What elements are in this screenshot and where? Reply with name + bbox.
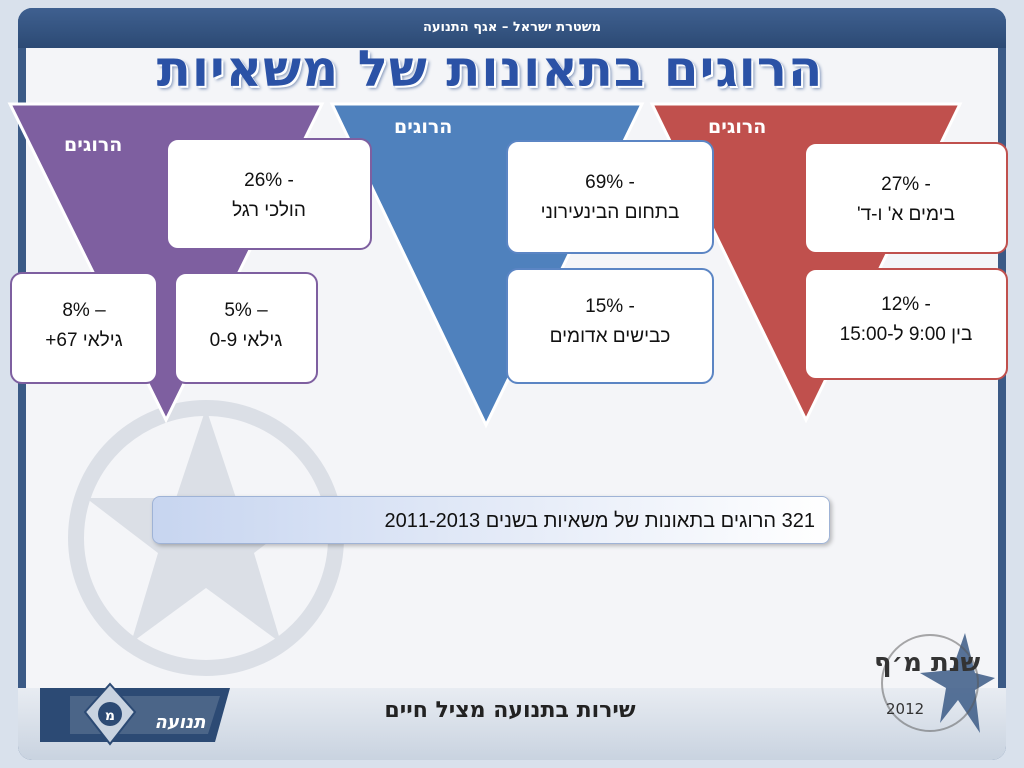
traffic-police-logo: מ תנועה: [40, 682, 230, 746]
children-box: – 5% גילאי 0-9: [174, 272, 318, 384]
weekdays-pct: - 27%: [881, 174, 931, 195]
logo-badge: מ: [105, 708, 115, 724]
elderly-box: – 8% גילאי 67+: [10, 272, 158, 384]
pedestrians-pct: - 26%: [244, 170, 294, 191]
hours-text: בין 9:00 ל-15:00: [839, 324, 973, 345]
children-text: גילאי 0-9: [209, 330, 283, 351]
weekdays-box: - 27% בימים א' ו-ד': [804, 142, 1008, 254]
red-roads-text: כבישים אדומים: [549, 326, 671, 347]
year-emblem-number: 2012: [886, 700, 925, 718]
summary-banner: 321 הרוגים בתאונות של משאיות בשנים 2011-…: [152, 496, 830, 544]
elderly-text: גילאי 67+: [45, 330, 123, 351]
pedestrians-text: הולכי רגל: [232, 200, 306, 221]
year-emblem-text: שנת מ׳ף: [874, 648, 981, 678]
header-bar: משטרת ישראל – אגף התנועה: [18, 8, 1006, 48]
red-roads-box: - 15% כבישים אדומים: [506, 268, 714, 384]
interurban-pct: - 69%: [585, 172, 635, 193]
year-emblem: [881, 633, 995, 733]
triangle-label-purple: הרוגים: [64, 134, 123, 156]
interurban-box: - 69% בתחום הבינעירוני: [506, 140, 714, 254]
triangle-label-blue: הרוגים: [394, 116, 453, 138]
red-roads-pct: - 15%: [585, 296, 635, 317]
hours-pct: - 12%: [881, 294, 931, 315]
hours-box: - 12% בין 9:00 ל-15:00: [804, 268, 1008, 380]
interurban-text: בתחום הבינעירוני: [540, 202, 680, 223]
triangle-label-red: הרוגים: [708, 116, 767, 138]
elderly-pct: – 8%: [62, 300, 106, 321]
children-pct: – 5%: [224, 300, 268, 321]
slide-title: הרוגים בתאונות של משאיות: [156, 40, 824, 98]
footer-slogan: שירות בתנועה מציל חיים: [384, 698, 636, 723]
weekdays-text: בימים א' ו-ד': [857, 204, 955, 225]
logo-text: תנועה: [155, 712, 207, 733]
pedestrians-box: - 26% הולכי רגל: [166, 138, 372, 250]
